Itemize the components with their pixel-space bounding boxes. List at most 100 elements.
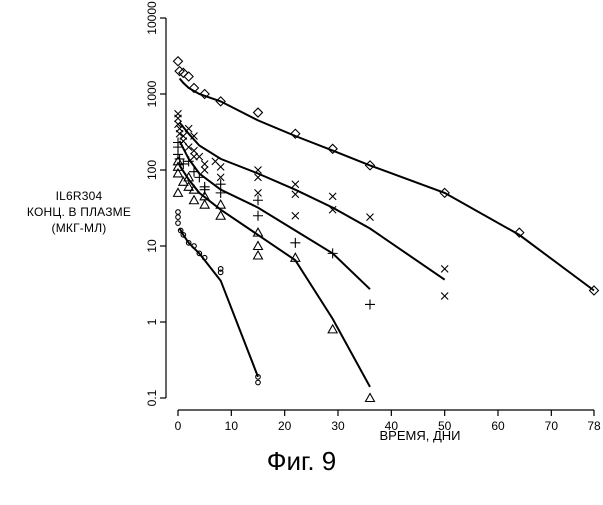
point-plus xyxy=(253,195,263,206)
fit-curve-plus xyxy=(178,140,371,290)
point-diamond xyxy=(290,128,301,140)
point-x xyxy=(254,166,262,174)
data-points xyxy=(172,55,600,403)
point-circle xyxy=(175,214,181,220)
point-x xyxy=(184,124,193,133)
point-diamond xyxy=(215,96,226,107)
point-plus xyxy=(199,184,210,195)
fit-curves xyxy=(178,77,595,388)
point-x xyxy=(200,160,209,168)
point-circle xyxy=(201,254,208,261)
point-diamond xyxy=(364,160,376,171)
y-axis-label-line-1: IL6R304 xyxy=(55,189,103,203)
point-x xyxy=(440,292,449,300)
point-plus xyxy=(194,172,205,183)
point-triangle xyxy=(188,184,200,194)
point-triangle xyxy=(252,249,264,260)
y-tick-label: 10 xyxy=(145,239,159,253)
point-x xyxy=(216,173,225,182)
point-triangle xyxy=(199,199,211,209)
point-plus xyxy=(365,299,375,310)
point-plus xyxy=(173,149,183,160)
x-tick-label: 60 xyxy=(491,419,505,433)
point-circle xyxy=(185,240,192,246)
x-tick-label: 40 xyxy=(385,419,399,433)
point-circle xyxy=(217,266,224,272)
point-plus xyxy=(253,210,263,221)
point-triangle xyxy=(252,240,264,251)
point-triangle xyxy=(327,323,339,334)
point-triangle xyxy=(172,161,184,171)
x-tick-label: 10 xyxy=(225,419,239,433)
point-circle xyxy=(180,232,187,238)
y-axis-label-line-3: (МКГ-МЛ) xyxy=(51,221,107,235)
point-diamond xyxy=(327,143,338,155)
point-x xyxy=(366,213,374,221)
figure-caption: Фиг. 9 xyxy=(266,446,337,476)
tick-labels: 0.1 1 10 100 1000 10000 0 10 20 30 40 50 60 70 78 xyxy=(145,1,601,433)
point-diamond xyxy=(188,82,200,94)
point-x xyxy=(291,180,300,189)
point-circle xyxy=(255,373,261,380)
point-plus xyxy=(183,156,194,167)
point-triangle xyxy=(172,167,184,178)
point-plus xyxy=(215,187,226,198)
point-x xyxy=(291,190,300,199)
point-triangle xyxy=(183,171,195,182)
point-x xyxy=(190,132,198,140)
x-tick-label: 70 xyxy=(545,419,559,433)
y-tick-label: 1 xyxy=(145,318,159,325)
point-x xyxy=(175,129,184,138)
point-x xyxy=(328,205,337,214)
point-triangle xyxy=(172,155,184,166)
point-circle xyxy=(255,379,261,386)
x-tick-label: 0 xyxy=(175,419,182,433)
point-plus xyxy=(189,166,199,177)
point-circle xyxy=(191,243,197,249)
point-diamond xyxy=(439,187,450,199)
point-x xyxy=(291,211,300,220)
point-circle xyxy=(177,227,184,234)
y-tick-label: 10000 xyxy=(145,1,159,35)
point-diamond xyxy=(199,88,210,100)
fit-curve-triangle xyxy=(178,164,371,388)
point-x xyxy=(254,173,262,182)
point-triangle xyxy=(252,226,264,237)
point-plus xyxy=(290,237,301,248)
point-x xyxy=(328,192,337,201)
point-triangle xyxy=(172,187,184,197)
point-triangle xyxy=(364,392,376,403)
point-x xyxy=(216,162,225,171)
point-plus xyxy=(178,158,189,169)
y-tick-label: 100 xyxy=(145,160,159,180)
point-x xyxy=(254,188,262,197)
y-tick-label: 0.1 xyxy=(145,389,159,406)
point-circle xyxy=(196,250,203,257)
point-x xyxy=(440,264,449,273)
point-x xyxy=(195,152,204,161)
axes xyxy=(160,17,595,416)
point-circle xyxy=(175,220,181,226)
x-tick-label: 50 xyxy=(438,419,452,433)
point-triangle xyxy=(215,199,227,209)
point-triangle xyxy=(215,210,227,220)
point-x xyxy=(200,166,209,174)
point-triangle xyxy=(183,181,195,191)
point-plus xyxy=(215,179,226,190)
point-triangle xyxy=(188,194,200,205)
y-tick-label: 1000 xyxy=(145,80,159,107)
fit-curve-circle xyxy=(178,227,259,378)
point-diamond xyxy=(172,55,184,67)
point-circle xyxy=(175,209,181,215)
x-axis-label: ВРЕМЯ, ДНИ xyxy=(380,428,461,443)
point-x xyxy=(184,143,193,152)
point-plus xyxy=(327,248,338,259)
x-tick-label: 30 xyxy=(331,419,345,433)
y-axis-label-line-2: КОНЦ. В ПЛАЗМЕ xyxy=(26,205,132,219)
fit-curve-x xyxy=(178,121,446,281)
point-x xyxy=(174,114,182,123)
point-circle xyxy=(217,269,224,276)
point-diamond xyxy=(178,67,189,79)
